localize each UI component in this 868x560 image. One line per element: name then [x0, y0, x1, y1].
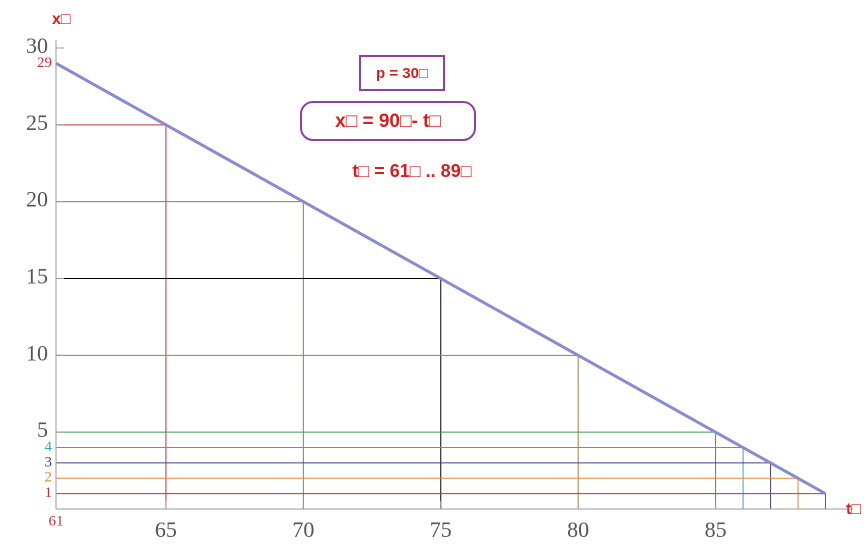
y-tick-label: 5 [37, 417, 48, 442]
annotation: x□ = 90□- t□ [335, 111, 441, 132]
y-tick-label: 30 [26, 33, 48, 58]
y-tick-label: 10 [26, 340, 48, 365]
line-series [55, 62, 827, 495]
annotation: p = 30□ [376, 65, 428, 82]
x-tick-label: 85 [705, 517, 727, 542]
x-tick-label: 70 [292, 517, 314, 542]
annotation-box [359, 55, 445, 91]
y-mark-label: 1 [45, 485, 53, 501]
y-mark-label: 3 [45, 454, 53, 470]
y-tick-label: 25 [26, 110, 48, 135]
annotation: t□ = 61□ .. 89□ [352, 161, 471, 181]
annotation-box [300, 101, 476, 141]
y-tick-label: 15 [26, 264, 48, 289]
y-mark-label: 4 [45, 439, 53, 455]
y-tick-label: 20 [26, 187, 48, 212]
y-axis-label: x□ [52, 11, 71, 28]
x-axis-label: t□ [846, 501, 861, 518]
x-mark-label: 61 [49, 513, 64, 529]
x-tick-label: 80 [567, 517, 589, 542]
x-tick-label: 65 [155, 517, 177, 542]
y-mark-label: 2 [45, 470, 53, 486]
y-mark-label: 29 [37, 55, 52, 71]
x-tick-label: 75 [430, 517, 452, 542]
